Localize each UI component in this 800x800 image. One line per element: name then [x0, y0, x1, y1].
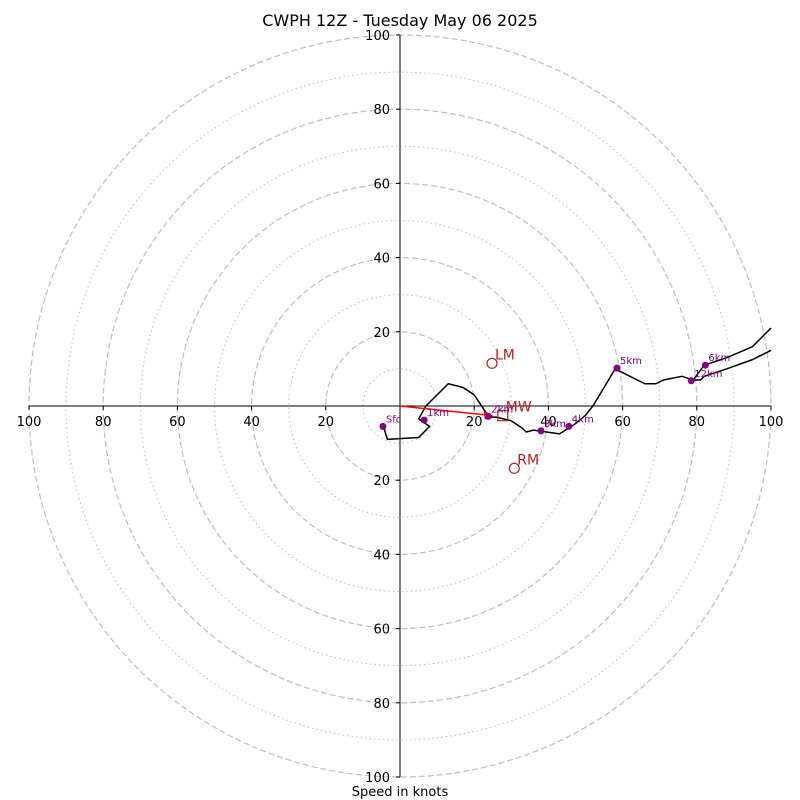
height-point — [537, 427, 545, 435]
storm-motion-markers: LM RM MW — [486, 347, 539, 474]
y-tick-label: 80 — [373, 103, 390, 118]
y-tick-label: 100 — [365, 29, 390, 44]
hodograph-trace — [382, 327, 772, 441]
x-axis-label: Speed in knots — [352, 785, 449, 800]
y-tick-label: 60 — [373, 177, 390, 192]
y-tick-label: 20 — [373, 474, 390, 489]
motion-label: LM — [495, 347, 515, 363]
height-label: 4km — [572, 414, 594, 425]
y-tick-label: 40 — [373, 548, 390, 563]
x-tick-label: 80 — [95, 415, 112, 430]
y-tick-label: 100 — [365, 771, 390, 786]
height-point — [420, 416, 428, 424]
height-point — [484, 412, 492, 420]
y-tick-label: 40 — [373, 252, 390, 267]
x-tick-label: 20 — [318, 415, 335, 430]
shear-vector-line — [399, 405, 493, 417]
height-label: 2km — [491, 404, 513, 415]
y-tick-label: 60 — [373, 623, 390, 638]
x-tick-label: 80 — [689, 415, 706, 430]
height-label: 6km — [708, 353, 730, 364]
height-label: 1km — [427, 408, 449, 419]
y-tick-labels: 100 80 60 40 20 20 40 60 80 100 — [365, 29, 400, 786]
mean-wind-marker — [497, 410, 509, 422]
height-point — [613, 364, 621, 372]
height-point — [701, 361, 709, 369]
x-tick-label: 20 — [466, 415, 483, 430]
height-point — [687, 377, 695, 385]
motion-label: MW — [506, 400, 532, 416]
x-tick-label: 40 — [540, 415, 557, 430]
height-label: 3km — [544, 419, 566, 430]
x-tick-label: 100 — [17, 415, 42, 430]
motion-label: RM — [517, 452, 539, 468]
y-tick-label: 20 — [373, 326, 390, 341]
hodograph-upper-line — [693, 349, 772, 381]
chart-title: CWPH 12Z - Tuesday May 06 2025 — [262, 11, 538, 30]
height-markers: Sfc 1km 2km 3km 4km 5km 6km 12km — [379, 353, 730, 435]
storm-motion-marker — [486, 357, 498, 369]
height-label: Sfc — [386, 414, 401, 425]
hodograph-line — [382, 327, 772, 441]
x-tick-label: 60 — [614, 415, 631, 430]
y-tick-label: 80 — [373, 697, 390, 712]
height-label: 12km — [694, 369, 722, 380]
x-tick-label: 100 — [759, 415, 784, 430]
x-tick-label: 40 — [243, 415, 260, 430]
x-tick-label: 60 — [169, 415, 186, 430]
x-tick-labels: 100 80 60 40 20 20 40 60 80 100 — [17, 406, 784, 430]
height-label: 5km — [620, 356, 642, 367]
height-point — [565, 422, 573, 430]
storm-motion-marker — [508, 462, 520, 474]
height-point — [379, 422, 387, 430]
